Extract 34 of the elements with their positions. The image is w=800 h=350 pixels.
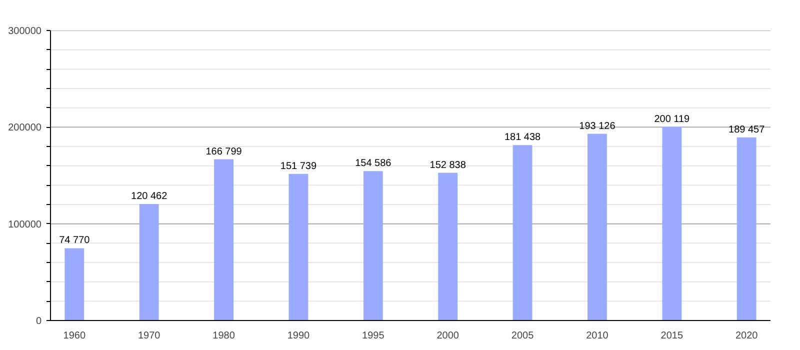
x-tick-label: 2010 — [586, 330, 609, 342]
bar — [214, 159, 234, 320]
bar — [588, 134, 607, 320]
data-label: 120 462 — [131, 191, 168, 202]
x-tick-label: 1960 — [63, 330, 86, 342]
x-tick-label: 2005 — [511, 330, 534, 342]
data-label: 151 739 — [280, 160, 317, 172]
x-tick-label: 2015 — [660, 330, 684, 342]
data-label: 200 119 — [654, 114, 690, 126]
y-tick-label: 100000 — [8, 219, 42, 230]
data-label: 152 838 — [430, 160, 466, 171]
x-tick-label: 1980 — [212, 330, 236, 342]
data-label: 154 586 — [355, 158, 392, 170]
x-tick-label: 1990 — [287, 330, 310, 342]
y-tick-label: 200000 — [8, 122, 42, 134]
bar — [662, 127, 682, 320]
data-label: 181 438 — [504, 132, 542, 144]
data-label: 189 457 — [728, 124, 766, 136]
bar — [512, 145, 532, 320]
data-label: 74 770 — [59, 235, 90, 246]
y-tick-label: 300000 — [8, 26, 42, 37]
x-tick-label: 1995 — [362, 330, 385, 342]
bar — [363, 171, 383, 320]
y-tick-label: 0 — [36, 316, 42, 327]
x-tick-label: 1970 — [138, 330, 161, 342]
bar — [139, 204, 159, 320]
data-label: 166 799 — [206, 146, 242, 158]
x-tick-label: 2020 — [735, 330, 758, 342]
bar — [438, 172, 458, 320]
bar — [64, 248, 84, 320]
data-label: 193 126 — [579, 120, 616, 132]
bar — [288, 174, 308, 320]
bar — [736, 137, 756, 320]
x-tick-label: 2000 — [436, 330, 460, 342]
